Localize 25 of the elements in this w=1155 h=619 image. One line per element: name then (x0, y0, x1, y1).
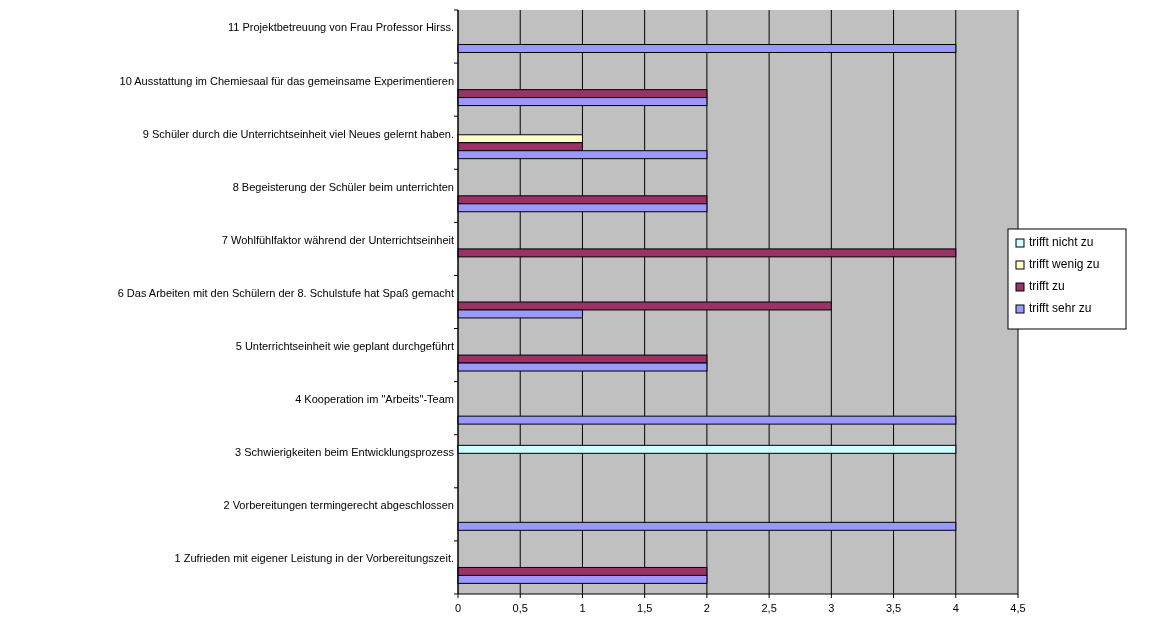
y-tick-label: 1 Zufrieden mit eigener Leistung in der Vorbereitungszeit. (174, 552, 454, 565)
x-tick-label: 4 (952, 602, 959, 614)
y-tick-label: 5 Unterrichtseinheit wie geplant durchgeführt (235, 340, 454, 353)
y-tick-label: 2 Vorbereitungen termingerecht abgeschlossen (223, 499, 454, 512)
x-tick-label: 0 (454, 602, 462, 614)
y-tick-label: 4 Kooperation im "Arbeits"-Team (295, 393, 454, 406)
x-tick-label: 3 (828, 602, 835, 614)
x-tick-label: 1,5 (637, 602, 653, 614)
legend-label: trifft nicht zu (1029, 235, 1094, 250)
legend-label: trifft wenig zu (1029, 257, 1100, 272)
x-tick-label: 3,5 (885, 602, 902, 614)
x-tick-label: 4,5 (1010, 602, 1026, 614)
y-tick-label: 10 Ausstattung im Chemiesaal für das gemeinsame Experimentieren (119, 74, 454, 87)
x-tick-label: 1 (579, 602, 586, 614)
y-tick-label: 8 Begeisterung der Schüler beim unterrichten (232, 180, 454, 193)
legend-label: trifft zu (1029, 279, 1065, 294)
y-tick-label: 6 Das Arbeiten mit den Schülern der 8. Schulstufe hat Spaß gemacht (117, 286, 454, 299)
x-tick-label: 0,5 (512, 602, 528, 614)
legend-label: trifft sehr zu (1029, 301, 1092, 316)
x-tick-label: 2 (703, 602, 710, 614)
y-tick-label: 3 Schwierigkeiten beim Entwicklungsprozess (235, 446, 455, 459)
y-tick-label: 11 Projektbetreuung von Frau Professor Hirss. (227, 21, 454, 34)
x-tick-label: 2,5 (761, 602, 777, 614)
y-tick-label: 9 Schüler durch die Unterrichtseinheit viel Neues gelernt haben. (142, 127, 454, 140)
y-tick-label: 7 Wohlfühlfaktor während der Unterrichtseinheit (221, 233, 454, 246)
